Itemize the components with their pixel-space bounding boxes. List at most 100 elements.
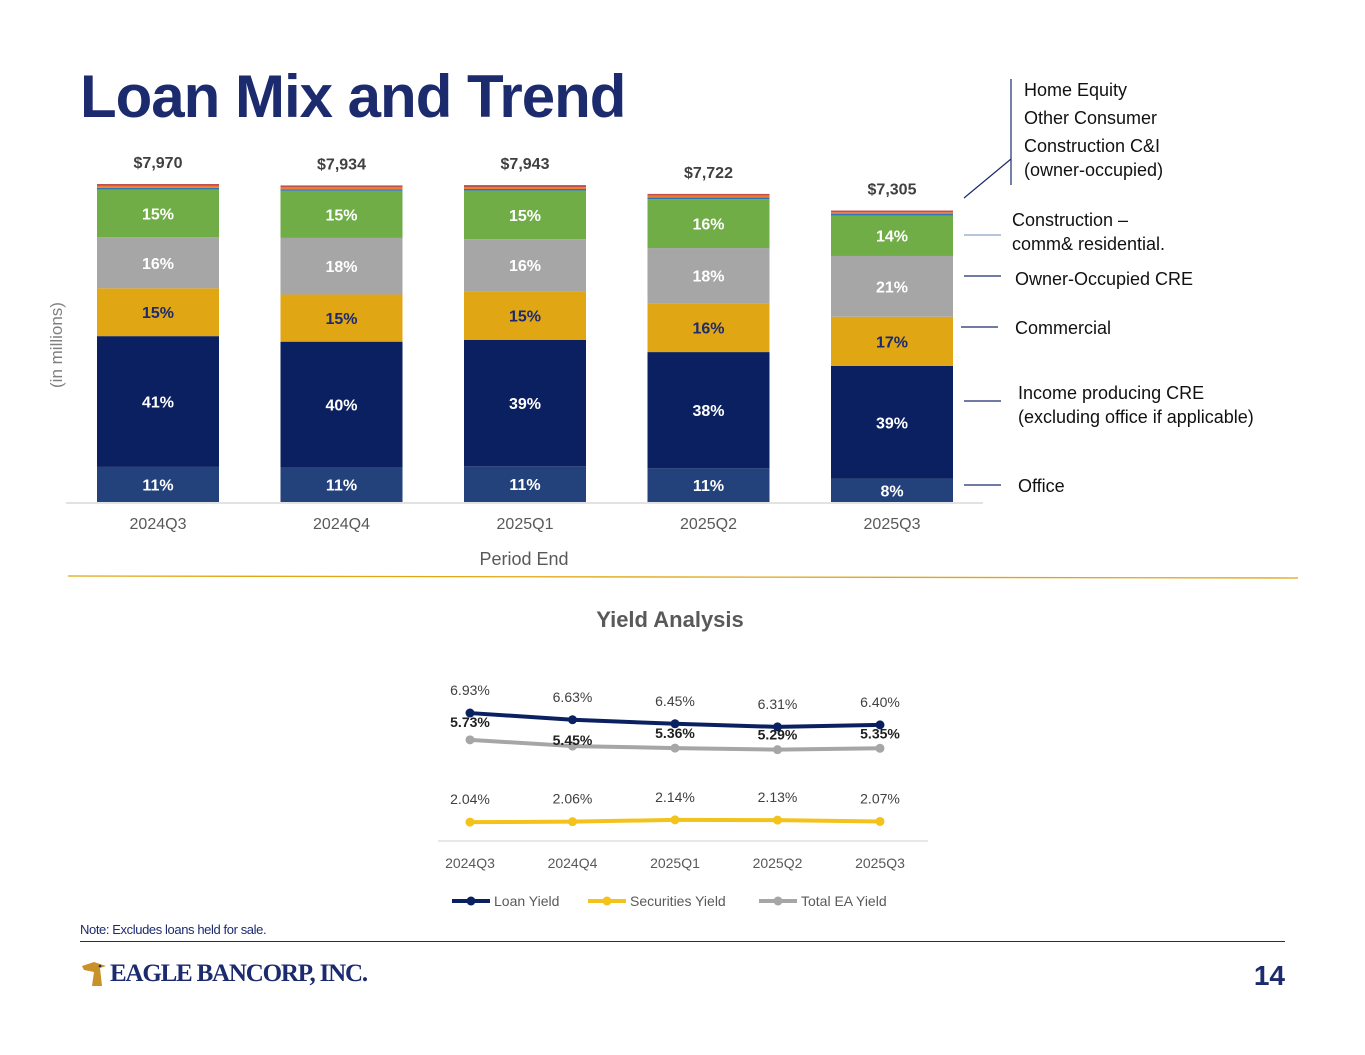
bar-segment	[647, 199, 770, 249]
bar-segment	[97, 184, 219, 186]
x-tick-label: 2024Q4	[548, 855, 598, 871]
legend-home-equity: Home Equity	[1024, 80, 1128, 100]
bar-segment	[647, 248, 770, 304]
legend-income-cre: Income producing CRE	[1018, 383, 1205, 403]
footnote: Note: Excludes loans held for sale.	[80, 922, 267, 937]
page-title: Loan Mix and Trend	[80, 63, 626, 130]
data-label: 38%	[692, 403, 724, 420]
legend-construction-ci-owner: (owner-occupied)	[1024, 160, 1164, 180]
x-tick-label: 2025Q3	[864, 516, 921, 533]
bar-segment	[280, 341, 403, 468]
bar-segment	[464, 239, 586, 292]
data-point	[670, 743, 680, 753]
bar-segment	[464, 187, 586, 189]
data-label: 16%	[509, 258, 541, 275]
data-label: 11%	[509, 477, 540, 494]
data-point	[465, 708, 475, 718]
data-label: 15%	[325, 207, 357, 224]
bar-segment	[831, 215, 953, 256]
data-point	[875, 816, 885, 826]
data-label: 18%	[325, 259, 357, 276]
y-axis-label: (in millions)	[47, 302, 66, 388]
data-label: 2.13%	[758, 789, 798, 805]
data-label: 40%	[325, 398, 357, 415]
data-label: 8%	[880, 483, 903, 500]
bar-segment	[647, 303, 770, 353]
legend-comm-residential: comm& residential.	[1012, 234, 1166, 254]
legend-owner-occupied-cre: Owner-Occupied CRE	[1015, 269, 1194, 289]
bar-segment	[97, 288, 219, 337]
data-label: 6.63%	[553, 689, 593, 705]
data-point	[465, 735, 475, 745]
x-tick-label: 2025Q1	[650, 855, 700, 871]
data-label: 6.31%	[758, 696, 798, 712]
bar-segment	[280, 467, 403, 502]
data-label: 2.06%	[553, 791, 593, 807]
bar-segment	[464, 185, 586, 188]
data-label: 6.45%	[655, 693, 695, 709]
legend-marker	[773, 896, 783, 906]
bar-segment	[97, 237, 219, 289]
bar-segment	[280, 190, 403, 238]
legend-construction-comm: Construction –	[1012, 210, 1129, 230]
bar-segment	[647, 195, 770, 198]
bar-segment	[280, 237, 403, 295]
data-point	[773, 745, 782, 755]
bar-total-label: $7,970	[134, 155, 183, 172]
legend-other-consumer: Other Consumer	[1024, 108, 1158, 128]
data-label: 16%	[692, 321, 724, 338]
data-point	[465, 817, 475, 827]
bar-total-label: $7,943	[501, 156, 550, 173]
data-label: 15%	[509, 308, 541, 325]
legend-marker	[466, 896, 476, 906]
data-label: 15%	[142, 206, 174, 223]
bar-segment	[97, 336, 219, 467]
legend-office: Office	[1018, 476, 1065, 496]
bar-segment	[280, 187, 403, 190]
data-point	[568, 741, 577, 751]
bar-segment	[831, 212, 953, 215]
data-label: 2.14%	[655, 789, 695, 805]
legend-connectors	[961, 79, 1012, 486]
data-label: 41%	[142, 395, 174, 412]
bar-segment	[97, 466, 219, 502]
data-point	[773, 815, 782, 825]
data-label: 5.29%	[758, 727, 798, 743]
bar-total-label: $7,934	[317, 156, 366, 173]
legend-marker	[602, 896, 612, 906]
bar-segment	[280, 189, 403, 191]
bar-segment	[464, 339, 586, 467]
data-label: 11%	[142, 477, 173, 494]
bar-segment	[464, 188, 586, 191]
data-label: 5.45%	[553, 732, 593, 748]
data-point	[670, 719, 680, 729]
x-axis-title: Period End	[479, 549, 568, 569]
eagle-icon	[82, 962, 106, 986]
data-label: 39%	[509, 396, 541, 413]
x-tick-label: 2024Q3	[445, 855, 495, 871]
yield-analysis-chart: Yield Analysis 2024Q3 2024Q4 2025Q1 2025Q2 20…	[438, 607, 928, 909]
legend-commercial: Commercial	[1015, 318, 1112, 338]
bar-segment	[97, 189, 219, 238]
bar-segment	[97, 185, 219, 188]
logo-text: EAGLE BANCORP, INC.	[110, 960, 368, 987]
bar-segment	[831, 210, 953, 213]
bar-segment	[647, 352, 770, 469]
data-label: 21%	[876, 279, 908, 296]
x-tick-label: 2025Q1	[497, 516, 554, 533]
legend-construction-ci: Construction C&I	[1024, 136, 1161, 156]
data-point	[568, 715, 577, 725]
footer-rule	[80, 941, 1285, 942]
data-label: 14%	[876, 229, 908, 246]
data-label: 16%	[142, 256, 174, 273]
data-label: 39%	[876, 415, 908, 432]
bar-segment	[280, 185, 403, 188]
bar-segment	[464, 291, 586, 340]
loan-mix-chart: (in millions) Period End 11% 41% 15% 16% 15% $7…	[47, 155, 983, 569]
data-label: 6.93%	[450, 682, 490, 698]
legend-label: Loan Yield	[494, 893, 559, 909]
legend-label: Securities Yield	[630, 893, 726, 909]
bar-segment	[464, 466, 586, 502]
data-point	[875, 743, 885, 753]
bar-segment	[647, 193, 770, 196]
